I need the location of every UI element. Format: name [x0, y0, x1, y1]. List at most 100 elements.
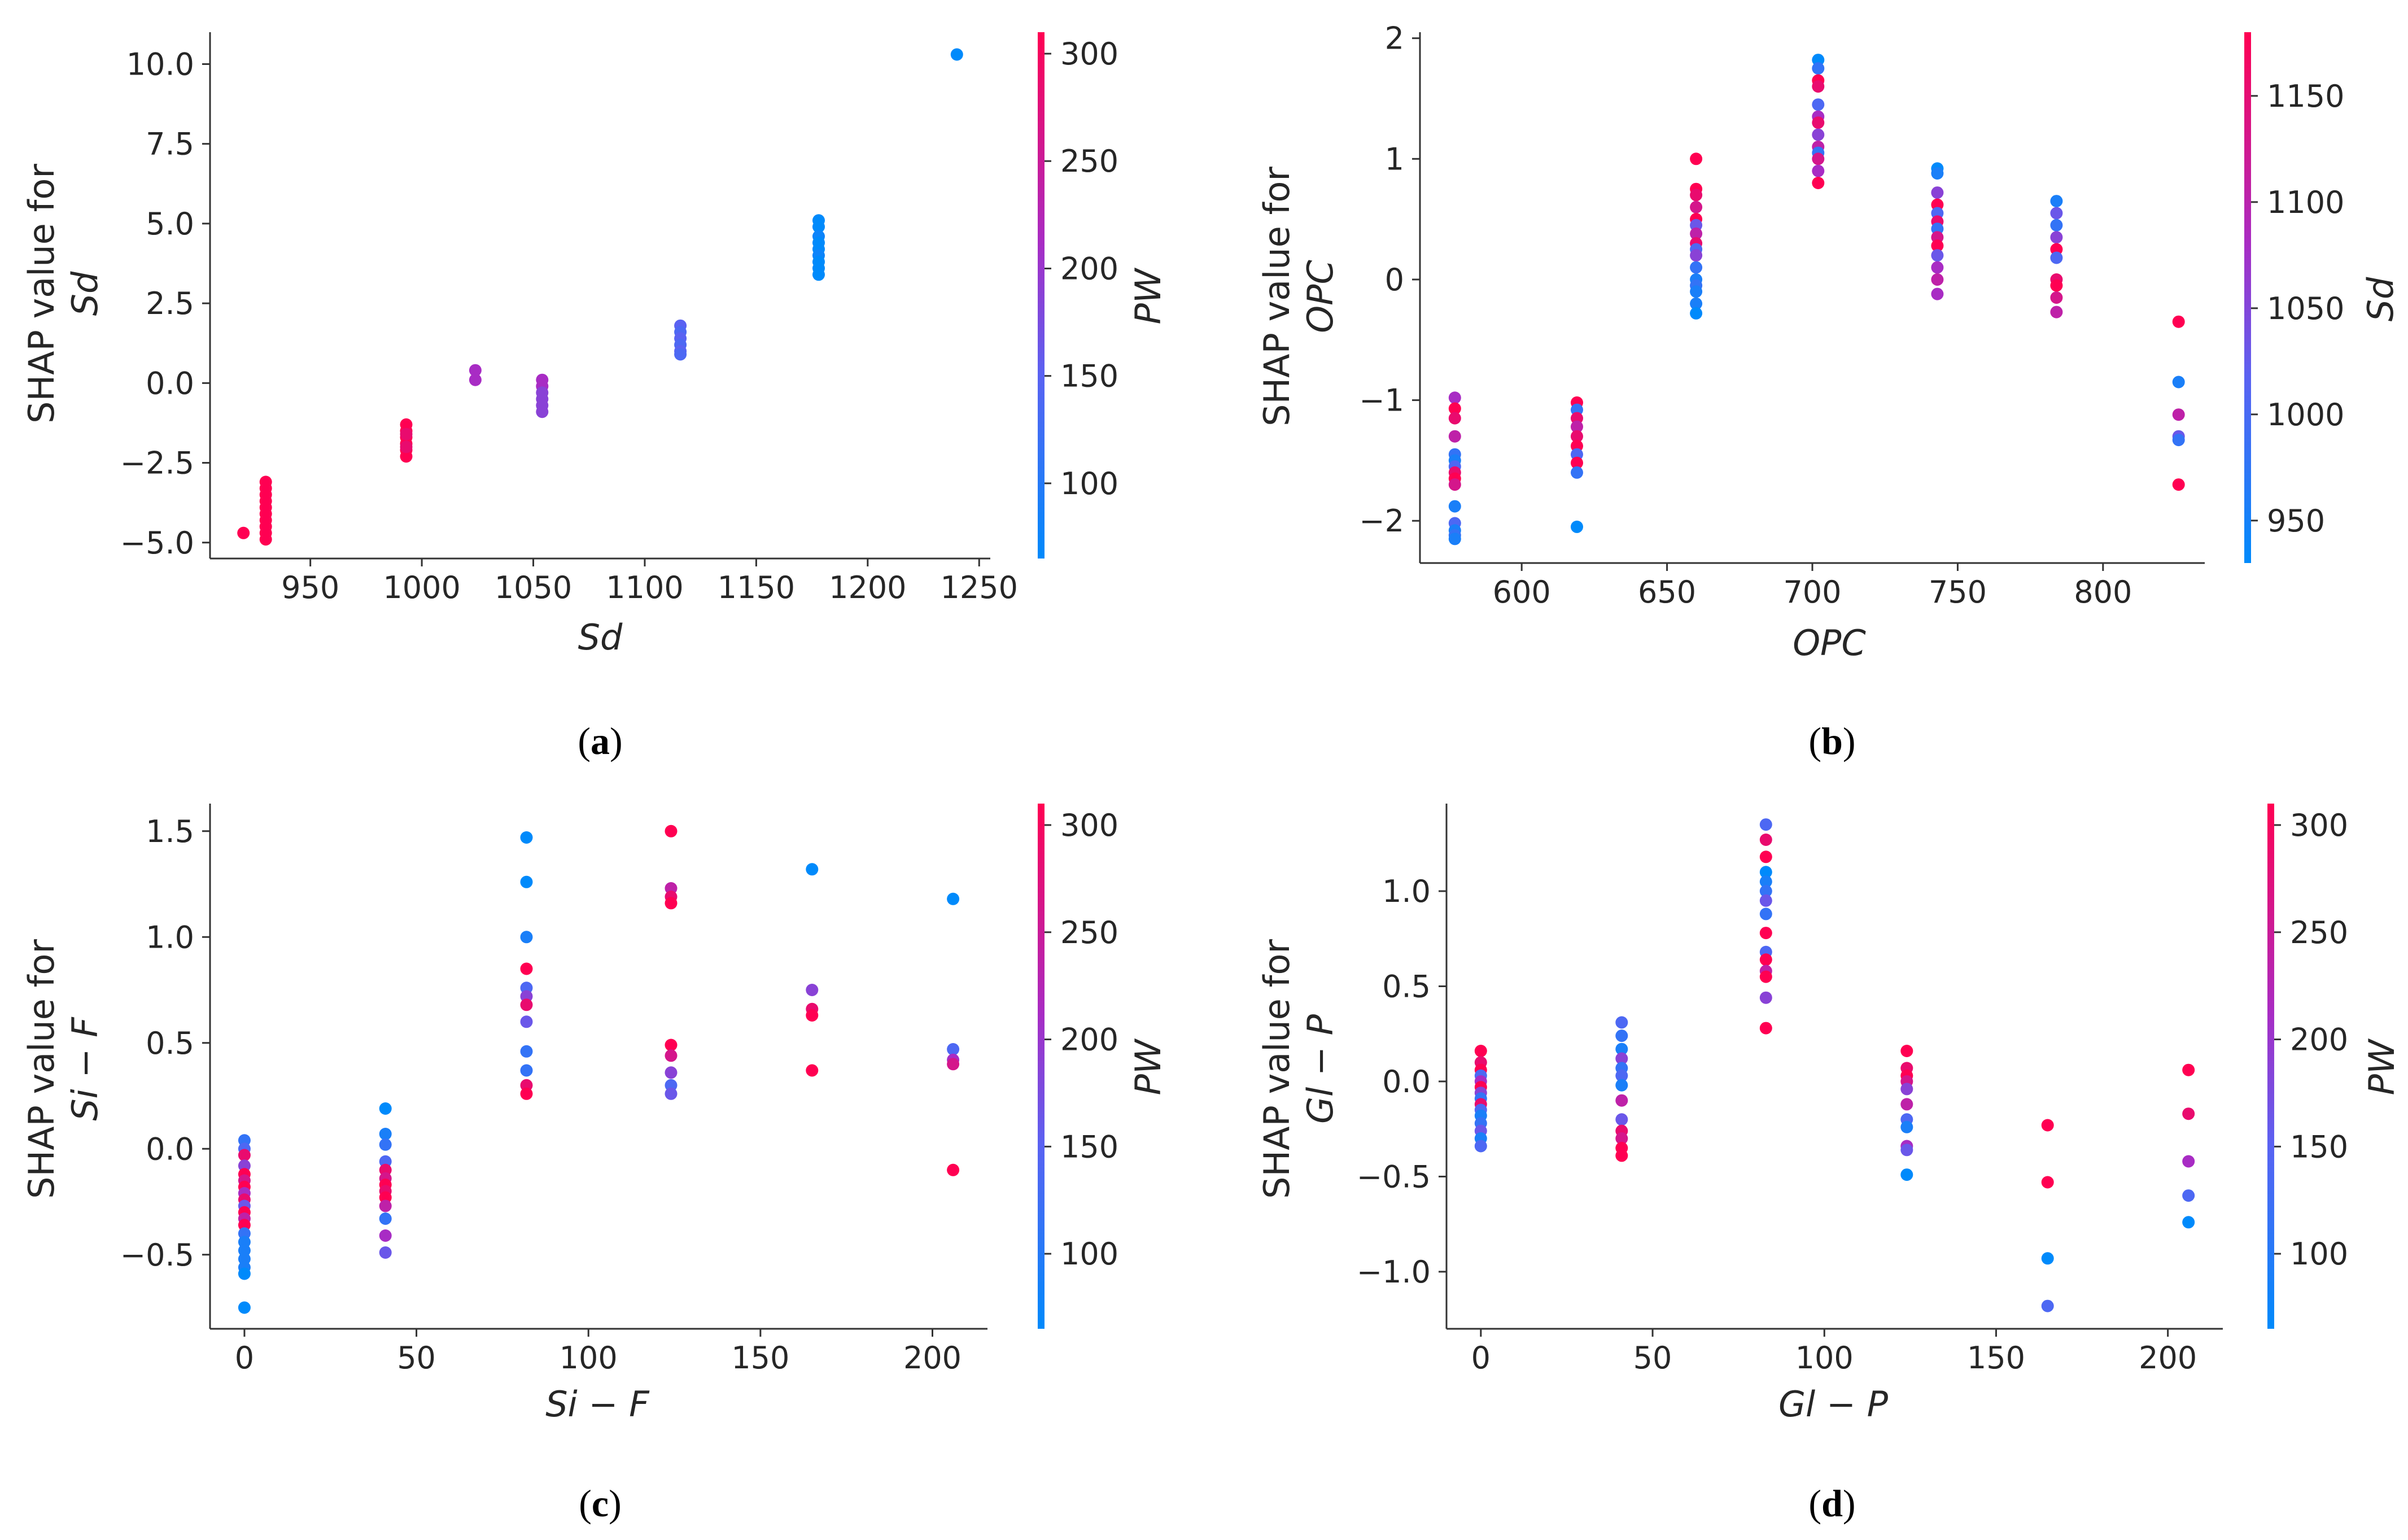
- panel-d-xtick-label-4: 200: [2139, 1340, 2197, 1376]
- panel-d-point-28: [1759, 818, 1772, 831]
- panel-c-ytick-label-1: 0.0: [146, 1131, 194, 1167]
- panel-b-point-82: [2172, 478, 2185, 491]
- panel-c-colorbar-tick-label-0: 100: [1060, 1236, 1118, 1272]
- panel-d-point-20: [1615, 1069, 1628, 1082]
- panel-b-point-64: [1931, 261, 1944, 274]
- panel-c-point-54: [806, 863, 819, 876]
- panel-b-ylabel-line1: SHAP value for: [1256, 167, 1297, 426]
- panel-d-ytick-label-3: 0.5: [1382, 969, 1431, 1004]
- panel-b-point-55: [1931, 167, 1944, 180]
- panel-d-point-56: [2041, 1252, 2054, 1265]
- panel-b-point-65: [1931, 273, 1944, 286]
- panel-d-xlabel: Gl − P: [1778, 1384, 1889, 1425]
- panel-d-ylabel-line1: SHAP value for: [1256, 939, 1297, 1199]
- panel-d-point-36: [1759, 927, 1772, 940]
- panel-b-point-19: [1571, 430, 1583, 443]
- panel-b-xtick-label-0: 600: [1493, 574, 1551, 610]
- panel-c-colorbar-tick-label-2: 200: [1060, 1022, 1118, 1058]
- panel-b-point-35: [1690, 261, 1703, 274]
- panel-a-colorbar-ticks: 100 150 200 250 300: [1045, 36, 1118, 501]
- panel-d-point-55: [2041, 1176, 2054, 1189]
- panel-a-colorbar-tick-label-4: 300: [1060, 36, 1118, 72]
- panel-d-point-18: [1615, 1052, 1628, 1065]
- panel-b-colorbar-tick-label-2: 1050: [2267, 291, 2344, 326]
- panel-a-xtick-label-6: 1250: [941, 570, 1018, 605]
- panel-a-point-32: [674, 348, 687, 361]
- panel-b-point-14: [1448, 533, 1461, 546]
- panel-a-ylabel-line1: SHAP value for: [21, 164, 62, 424]
- panel-a-point-26: [536, 405, 549, 418]
- panel-d-xtick-label-3: 150: [1967, 1340, 2025, 1376]
- panel-a-xtick-label-4: 1150: [718, 570, 795, 605]
- panel-b-xlabel: OPC: [1793, 622, 1866, 664]
- panel-a-xtick-label-5: 1200: [829, 570, 906, 605]
- panel-a-colorbar: [1038, 32, 1045, 559]
- panel-a-ytick-label-6: 10.0: [126, 46, 194, 82]
- panel-b-ytick-label-2: 0: [1385, 262, 1404, 298]
- panel-d-point-15: [1615, 1016, 1628, 1029]
- panel-a-xtick-label-2: 1050: [495, 570, 572, 605]
- panel-c-ytick-label-2: 0.5: [146, 1026, 194, 1061]
- panel-a-axes: 950 1000 1050 1100 1150 1200 1250 −5.0 −2.5 0.0 2.…: [120, 32, 1018, 605]
- panel-b-point-81: [2172, 434, 2185, 447]
- panel-a-points: [237, 48, 963, 546]
- panel-a-ytick-label-3: 2.5: [146, 286, 194, 321]
- panel-d-point-33: [1759, 885, 1772, 897]
- panel-d-point-35: [1759, 908, 1772, 920]
- panel-b-point-48: [1812, 128, 1825, 141]
- panel-b-colorbar-ticks: 950 1000 1050 1100 1150: [2251, 78, 2344, 539]
- panel-b-points: [1448, 54, 2185, 546]
- panel-c-xtick-label-4: 200: [903, 1340, 962, 1376]
- panel-b-point-9: [1448, 478, 1461, 491]
- panel-d-ytick-label-2: 0.0: [1382, 1064, 1431, 1100]
- panel-c-points: [238, 824, 960, 1314]
- panel-c-point-2: [238, 1149, 251, 1162]
- panel-b-point-34: [1690, 249, 1703, 262]
- panel-b-point-22: [1571, 456, 1583, 469]
- panel-b-point-24: [1571, 520, 1583, 533]
- panel-c-point-42: [520, 1064, 533, 1077]
- panel-b-point-18: [1571, 420, 1583, 433]
- panel-a-colorbar-tick-label-3: 250: [1060, 143, 1118, 179]
- panel-d-colorbar-tick-label-3: 250: [2290, 915, 2348, 950]
- panel-b-point-0: [1448, 391, 1461, 404]
- panel-d-point-34: [1759, 894, 1772, 907]
- panel-d-point-50: [1900, 1120, 1913, 1133]
- panel-c-point-32: [379, 1246, 392, 1259]
- panel-c-ytick-label-4: 1.5: [146, 814, 194, 849]
- panel-b-colorbar-label: Sd: [2360, 277, 2401, 321]
- panel-c-xlabel: Si − F: [545, 1384, 650, 1425]
- panel-d-axes: 0 50 100 150 200 −1.0 −0.5 0.0 0.5 1.0: [1357, 804, 2223, 1376]
- panel-d-point-54: [2041, 1119, 2054, 1132]
- panel-b-point-27: [1690, 189, 1703, 202]
- panel-d-ylabel-line2: Gl − P: [1300, 1014, 1341, 1124]
- panel-d-point-17: [1615, 1042, 1628, 1055]
- panel-b-point-47: [1812, 116, 1825, 129]
- panel-b-point-52: [1812, 164, 1825, 177]
- panel-b-point-63: [1931, 249, 1944, 262]
- panel-b-point-77: [2172, 315, 2185, 328]
- panel-a-point-16: [400, 450, 413, 463]
- panel-b-point-53: [1812, 177, 1825, 189]
- panel-b-ytick-label-4: 2: [1385, 21, 1404, 56]
- panel-d-point-14: [1474, 1140, 1487, 1153]
- panel-c-xtick-label-0: 0: [235, 1340, 254, 1376]
- panel-d-point-0: [1474, 1045, 1487, 1057]
- panel-b-point-79: [2172, 408, 2185, 421]
- panel-c-point-51: [665, 1066, 678, 1079]
- panel-d-point-32: [1759, 875, 1772, 888]
- panel-d-colorbar-tick-label-0: 100: [2290, 1236, 2348, 1272]
- panel-b-point-56: [1931, 186, 1944, 199]
- panel-d-caption: (d): [1808, 1482, 1855, 1525]
- panel-d-point-38: [1759, 953, 1772, 966]
- panel-c-xtick-label-2: 100: [560, 1340, 618, 1376]
- panel-d-point-22: [1615, 1094, 1628, 1107]
- panel-b-point-72: [2050, 251, 2063, 264]
- panel-d-point-21: [1615, 1079, 1628, 1092]
- panel-b-ytick-label-0: −2: [1359, 503, 1404, 539]
- panel-c-point-48: [665, 897, 678, 910]
- panel-d-point-62: [2182, 1216, 2195, 1229]
- panel-b-point-70: [2050, 231, 2063, 244]
- panel-c-point-60: [947, 1043, 960, 1055]
